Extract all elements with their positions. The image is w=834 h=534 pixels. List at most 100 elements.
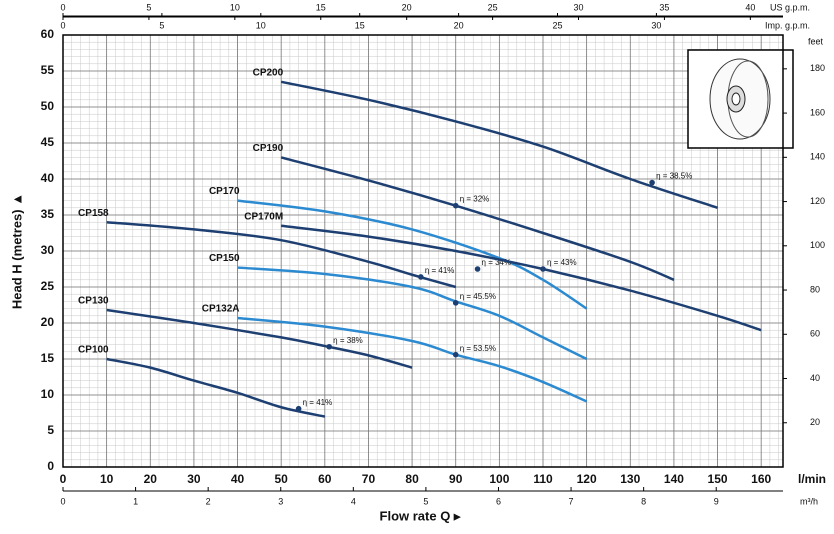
efficiency-point (540, 266, 546, 272)
efficiency-label: η = 38% (333, 336, 363, 345)
y2-tick-label: 80 (810, 284, 820, 294)
x-tick-label: 140 (664, 472, 684, 486)
x-tick-label: 110 (533, 472, 553, 486)
impeller-inset (687, 49, 794, 149)
curve-label: CP130 (78, 296, 109, 307)
x-unit-label: l/min (798, 472, 826, 486)
efficiency-label: η = 45.5% (460, 292, 496, 301)
y-tick-label: 30 (41, 243, 55, 257)
efficiency-label: η = 32% (460, 195, 490, 204)
tick-label: 10 (256, 20, 266, 30)
x-tick-label: 70 (362, 472, 376, 486)
tick-label: 15 (355, 20, 365, 30)
tick-label: 35 (659, 2, 669, 12)
x-tick-label: 150 (708, 472, 728, 486)
curve-label: CP170M (244, 211, 283, 222)
y2-axis-label: feet (808, 36, 824, 46)
y2-tick-label: 40 (810, 373, 820, 383)
tick-label: 5 (146, 2, 151, 12)
efficiency-point (418, 274, 424, 280)
y-tick-label: 0 (47, 459, 54, 473)
tick-label: 30 (651, 20, 661, 30)
y2-tick-label: 60 (810, 329, 820, 339)
efficiency-point (452, 351, 459, 358)
x-tick-label: 60 (318, 472, 332, 486)
pump-curve (237, 266, 588, 361)
y-tick-label: 40 (41, 171, 55, 185)
y2-tick-label: 120 (810, 196, 825, 206)
y-tick-label: 5 (47, 423, 54, 437)
x-tick-label: 80 (405, 472, 419, 486)
tick-label: 7 (569, 496, 574, 506)
curve-label: CP100 (78, 345, 109, 356)
tick-label: 4 (351, 496, 356, 506)
plot-frame (62, 34, 784, 468)
tick-label: 30 (574, 2, 584, 12)
x-tick-label: 160 (751, 472, 771, 486)
tick-label: 15 (316, 2, 326, 12)
tick-label: 6 (496, 496, 501, 506)
tick-label: 0 (60, 2, 65, 12)
y-tick-label: 25 (41, 279, 55, 293)
y-axis-label: Head H (metres) ▲ (9, 193, 24, 309)
tick-label: 9 (714, 496, 719, 506)
efficiency-point (452, 300, 459, 306)
efficiency-label: η = 53.5% (460, 344, 496, 353)
efficiency-label: η = 43% (547, 258, 577, 267)
curve-label: CP200 (253, 67, 284, 78)
tick-label: 1 (133, 496, 138, 506)
efficiency-label: η = 41% (303, 398, 333, 407)
y-tick-label: 20 (41, 315, 55, 329)
tick-label: 20 (402, 2, 412, 12)
curve-label: CP132A (202, 304, 240, 315)
pump-curve (106, 308, 413, 369)
x-tick-label: 40 (231, 472, 245, 486)
efficiency-label: η = 34% (482, 258, 512, 267)
y-tick-label: 50 (41, 99, 55, 113)
tick-label: 25 (488, 2, 498, 12)
curve-label: CP150 (209, 253, 240, 264)
y2-tick-label: 20 (810, 417, 820, 427)
tick-label: 0 (60, 20, 65, 30)
pump-curve (237, 316, 588, 403)
y2-tick-label: 140 (810, 152, 825, 162)
x4-axis-label: m³/h (800, 496, 818, 506)
tick-label: 5 (159, 20, 164, 30)
pump-curve (106, 357, 326, 418)
y-tick-label: 60 (41, 27, 55, 41)
tick-label: 20 (454, 20, 464, 30)
y2-tick-label: 160 (810, 107, 825, 117)
curve-label: CP190 (253, 143, 284, 154)
x-tick-label: 100 (489, 472, 509, 486)
tick-label: 40 (745, 2, 755, 12)
x-tick-label: 20 (144, 472, 158, 486)
x3-axis-label: Imp. g.p.m. (765, 20, 810, 30)
tick-label: 2 (206, 496, 211, 506)
x-tick-label: 120 (577, 472, 597, 486)
y-tick-label: 15 (41, 351, 55, 365)
efficiency-point (326, 343, 332, 350)
x-axis-label: Flow rate Q ▸ (380, 508, 462, 523)
y2-tick-label: 100 (810, 240, 825, 250)
y2-tick-label: 180 (810, 63, 825, 73)
efficiency-point (295, 405, 302, 412)
efficiency-label: η = 41% (425, 266, 455, 275)
y-tick-label: 55 (41, 63, 55, 77)
x-tick-label: 50 (275, 472, 289, 486)
tick-label: 10 (230, 2, 240, 12)
efficiency-point (452, 202, 459, 209)
pump-curve (237, 199, 588, 310)
y-tick-label: 10 (41, 387, 55, 401)
x2-axis-label: US g.p.m. (770, 2, 810, 12)
y-tick-label: 35 (41, 207, 55, 221)
tick-label: 5 (423, 496, 428, 506)
tick-label: 25 (552, 20, 562, 30)
y-tick-label: 45 (41, 135, 55, 149)
efficiency-point (649, 179, 655, 186)
pump-curve (280, 80, 718, 209)
efficiency-point (474, 266, 481, 272)
tick-label: 8 (641, 496, 646, 506)
curve-label: CP170 (209, 186, 240, 197)
x-tick-label: 90 (449, 472, 463, 486)
